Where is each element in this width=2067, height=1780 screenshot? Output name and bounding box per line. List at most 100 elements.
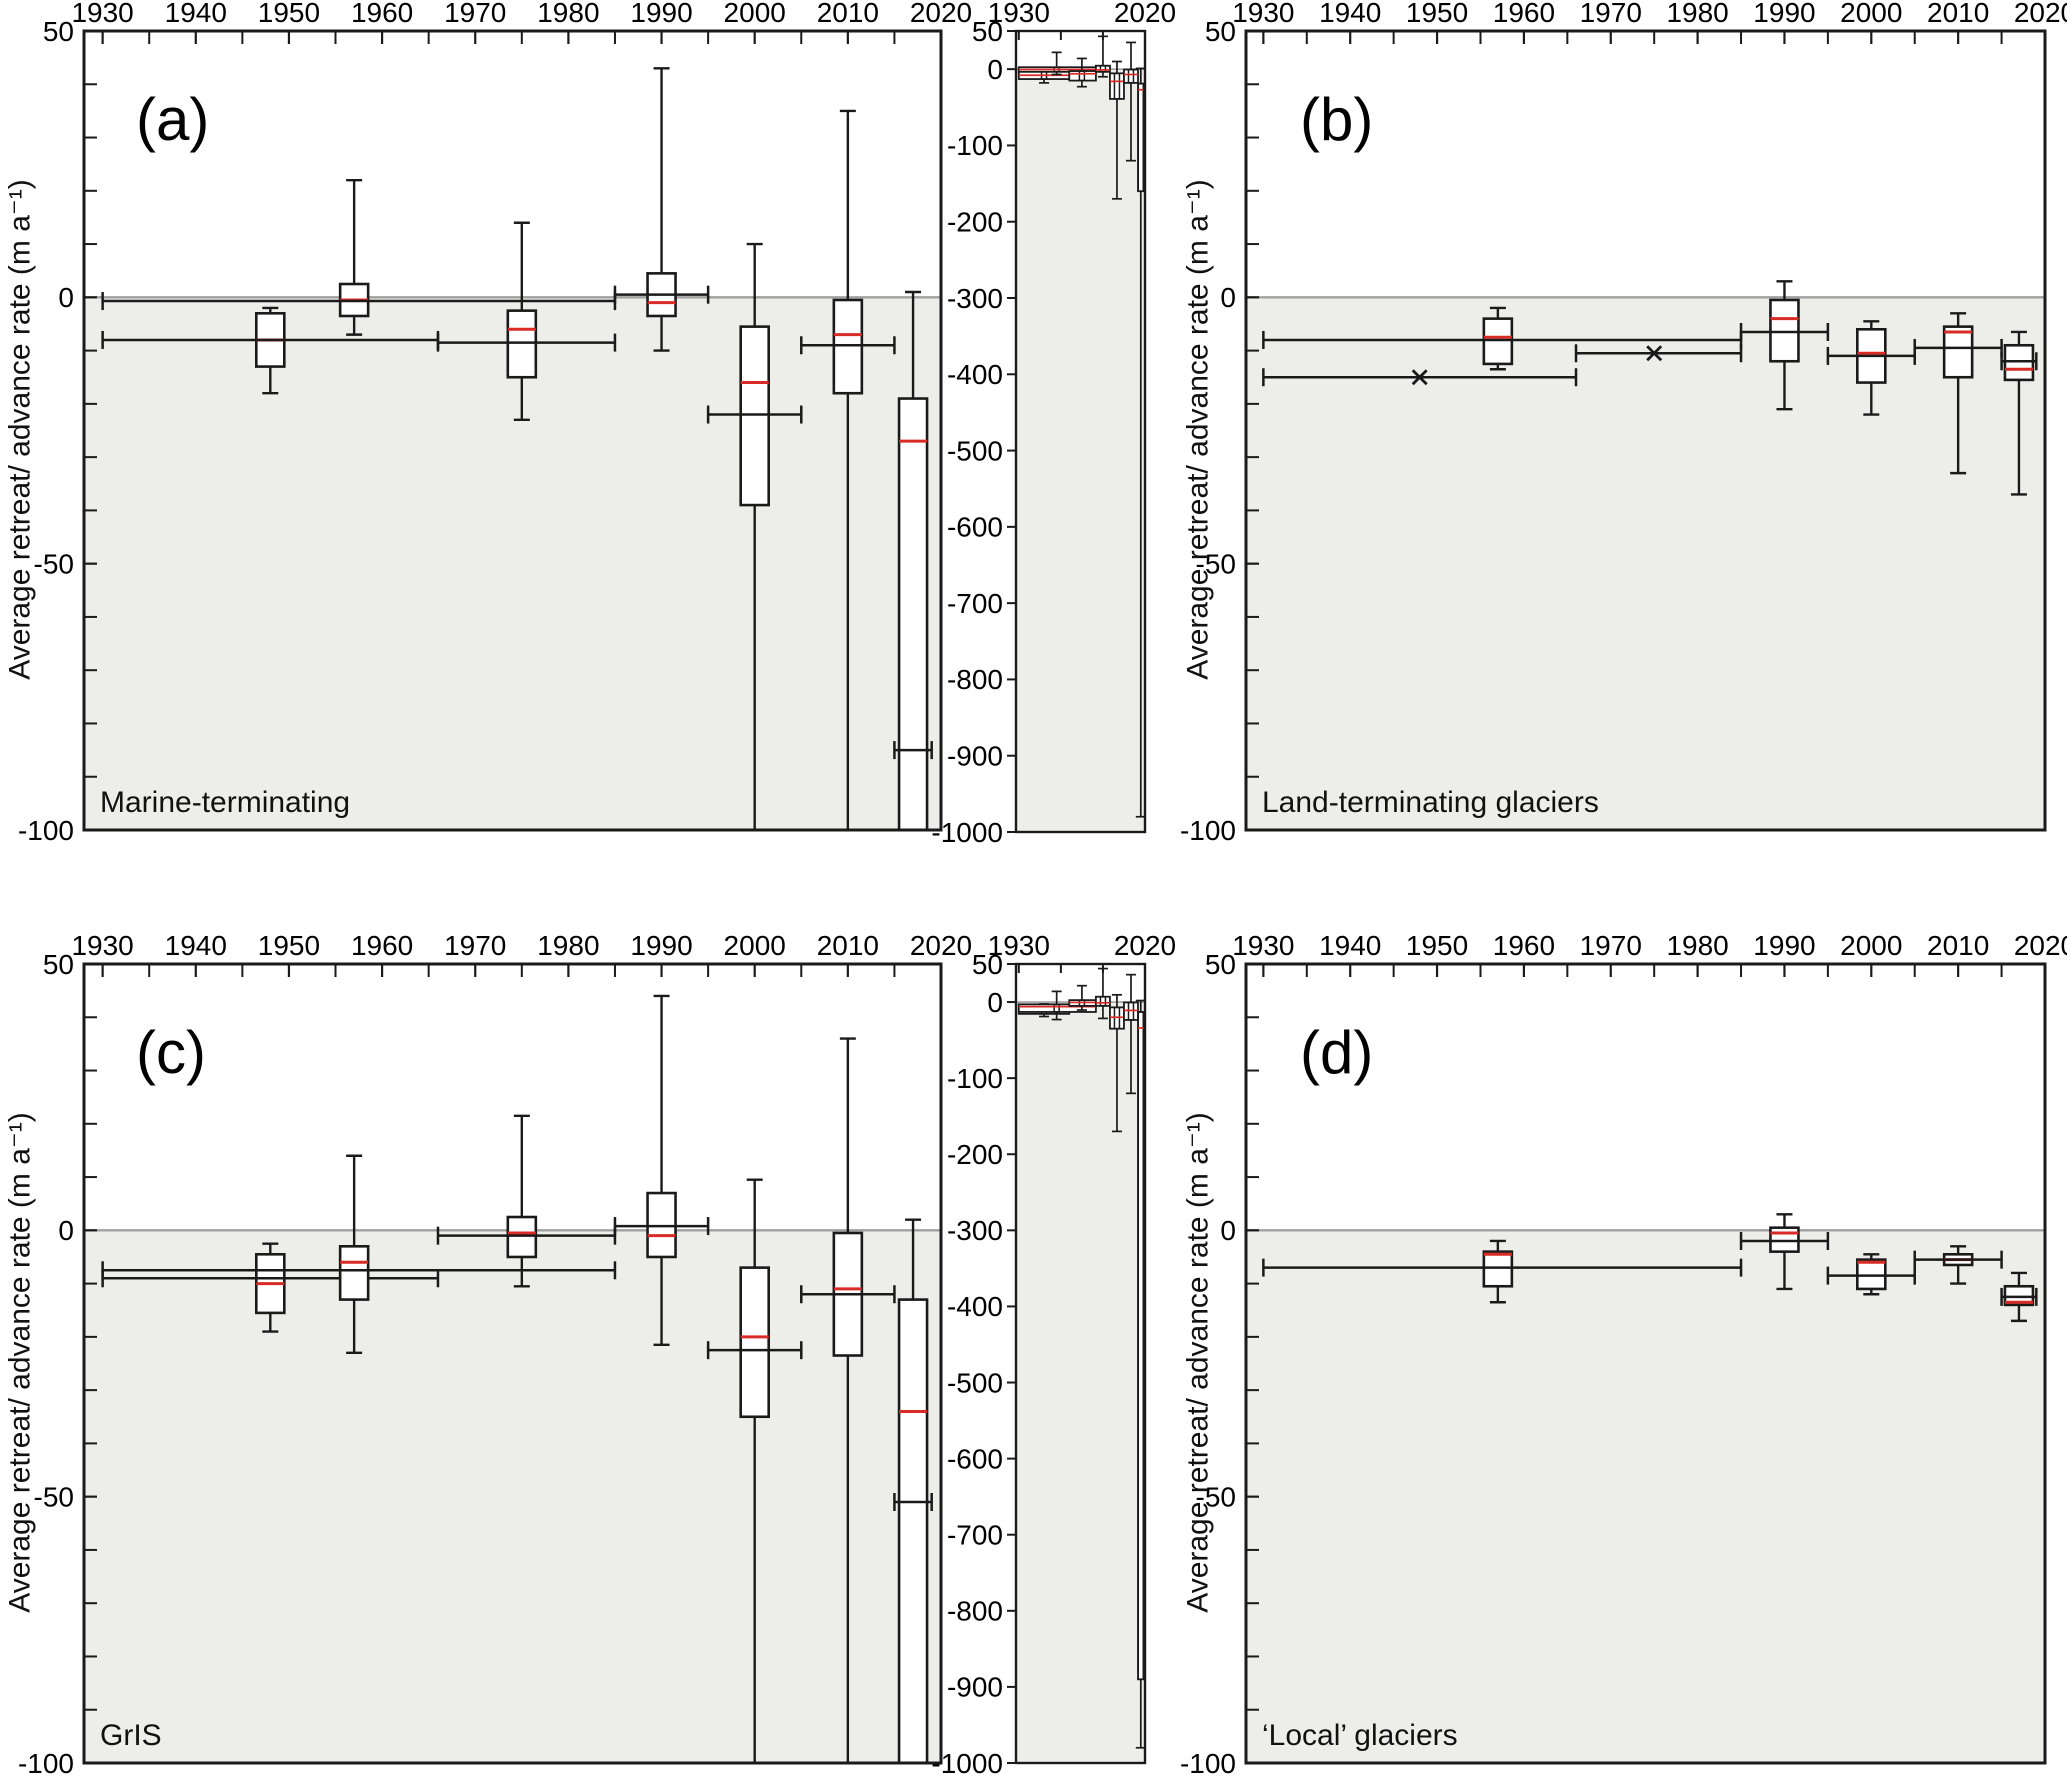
inset-y-tick-label: -300 — [947, 283, 1003, 314]
x-tick-label: 1990 — [630, 0, 692, 28]
iqr-period-box — [1095, 995, 1111, 1007]
iqr-period-box — [1095, 64, 1111, 73]
panel-a-caption: Marine-terminating — [100, 786, 351, 819]
x-tick-label: 1970 — [444, 0, 506, 28]
y-tick-label: 0 — [1220, 282, 1236, 313]
iqr-period-box — [1123, 68, 1139, 84]
y-tick-label: -50 — [1196, 1481, 1236, 1512]
box-a-1990 — [613, 67, 710, 352]
y-tick-label: -50 — [34, 1481, 74, 1512]
iqr-box — [1113, 72, 1121, 100]
iqr-box — [338, 1245, 370, 1301]
x-marker — [1646, 345, 1663, 362]
y-tick-label: 0 — [1220, 1215, 1236, 1246]
box-b-1957 — [1262, 306, 1743, 371]
panel-b-caption: Land-terminating glaciers — [1262, 786, 1599, 819]
x-tick-label: 1990 — [1753, 0, 1815, 28]
x-tick-label: 1950 — [1406, 0, 1468, 28]
box-b-1990 — [1739, 280, 1830, 411]
plot-frame — [1244, 962, 2047, 1765]
y-tick-label: -100 — [18, 1748, 74, 1779]
x-tick-label: 1980 — [537, 0, 599, 28]
panel-c-main: 1930 1940 1950 1960 1970 1980 1990 2000 2010 2020… — [18, 930, 972, 1779]
panel-d-data — [1262, 1213, 2038, 1323]
box-a-2010 — [800, 109, 896, 830]
below-zero-shading — [84, 297, 941, 830]
x-tick-label: 1990 — [630, 930, 692, 961]
x-tick-label: 1930 — [71, 0, 133, 28]
iqr-box — [897, 397, 929, 830]
panel-d-ylabel: Average retreat/ advance rate (m a⁻¹) — [1181, 1112, 1215, 1613]
x-tick-label: 1970 — [1580, 0, 1642, 28]
inset-y-tick-label: -500 — [947, 435, 1003, 466]
x-tick-label: 1970 — [444, 930, 506, 961]
inset-y-tick-label: -500 — [947, 1367, 1003, 1398]
box-c-2017 — [893, 1218, 933, 1763]
panel-b-letter: (b) — [1300, 86, 1374, 153]
inset-box-c-1957 — [1017, 990, 1097, 1021]
y-tick-label: -50 — [34, 548, 74, 579]
panel-b-ylabel: Average retreat/ advance rate (m a⁻¹) — [1181, 179, 1215, 680]
plot-frame — [82, 962, 943, 1765]
iqr-box — [832, 298, 864, 395]
inset-x-tick-label: 2020 — [1114, 0, 1176, 28]
x-marker — [1411, 369, 1428, 386]
inset-x-tick-label: 1930 — [988, 0, 1050, 28]
iqr-box — [1482, 1250, 1514, 1288]
inset-y-tick-label: -900 — [947, 741, 1003, 772]
box-a-1948 — [101, 306, 440, 395]
box-d-1957 — [1262, 1239, 1743, 1304]
box-c-1948 — [101, 1242, 440, 1333]
x-tick-label: 2020 — [2014, 0, 2067, 28]
inset-y-tick-label: -600 — [947, 512, 1003, 543]
mean-bar-b-1948 — [1262, 368, 1578, 387]
box-a-1975 — [436, 221, 617, 422]
inset-y-tick-label: -700 — [947, 1520, 1003, 1551]
inset-box-c-2000 — [1109, 993, 1125, 1133]
iqr-period-box — [1109, 72, 1125, 100]
box-c-2000 — [706, 1178, 803, 1763]
box-a-2000 — [706, 242, 803, 830]
box-a-1957 — [101, 178, 617, 336]
y-tick-label: -50 — [1196, 548, 1236, 579]
inset-y-tick-label: -100 — [947, 1063, 1003, 1094]
inset-y-tick-label: -400 — [947, 1291, 1003, 1322]
x-tick-label: 1930 — [1232, 930, 1294, 961]
below-zero-shading — [1246, 297, 2045, 830]
x-tick-label: 1940 — [165, 0, 227, 28]
y-tick-label: 50 — [1205, 949, 1236, 980]
inset-box-a-1990 — [1095, 35, 1111, 78]
inset-box-a-1975 — [1068, 57, 1097, 88]
box-c-1957 — [101, 1154, 617, 1355]
x-tick-label: 1950 — [258, 0, 320, 28]
iqr-box — [2003, 1284, 2035, 1307]
iqr-box — [1769, 298, 1800, 363]
box-d-1990 — [1739, 1213, 1830, 1291]
inset-y-tick-label: 50 — [972, 16, 1003, 47]
panel-c-data — [101, 994, 933, 1763]
iqr-box — [1137, 1011, 1145, 1681]
iqr-box — [1137, 82, 1145, 192]
x-tick-label: 2010 — [817, 0, 879, 28]
box-c-1975 — [436, 1114, 617, 1288]
x-tick-label: 1990 — [1753, 930, 1815, 961]
inset-y-tick-label: -800 — [947, 664, 1003, 695]
box-d-2010 — [1913, 1245, 2003, 1285]
x-tick-label: 2020 — [910, 930, 972, 961]
panel-a-data — [101, 67, 933, 830]
y-tick-label: 50 — [43, 949, 74, 980]
panel-d-main: 1930 1940 1950 1960 1970 1980 1990 2000 2010 2020… — [1180, 930, 2067, 1779]
inset-y-tick-label: -400 — [947, 359, 1003, 390]
y-tick-label: 0 — [58, 1215, 74, 1246]
x-tick-label: 2000 — [724, 930, 786, 961]
inset-y-tick-label: -200 — [947, 207, 1003, 238]
inset-y-tick-label: -800 — [947, 1596, 1003, 1627]
below-zero-shading — [84, 1230, 941, 1763]
x-tick-label: 1940 — [165, 930, 227, 961]
x-tick-label: 1980 — [537, 930, 599, 961]
inset-box-c-1990 — [1095, 967, 1111, 1020]
iqr-box — [1856, 1258, 1887, 1291]
x-tick-label: 2010 — [1927, 0, 1989, 28]
iqr-box — [1053, 1003, 1060, 1013]
